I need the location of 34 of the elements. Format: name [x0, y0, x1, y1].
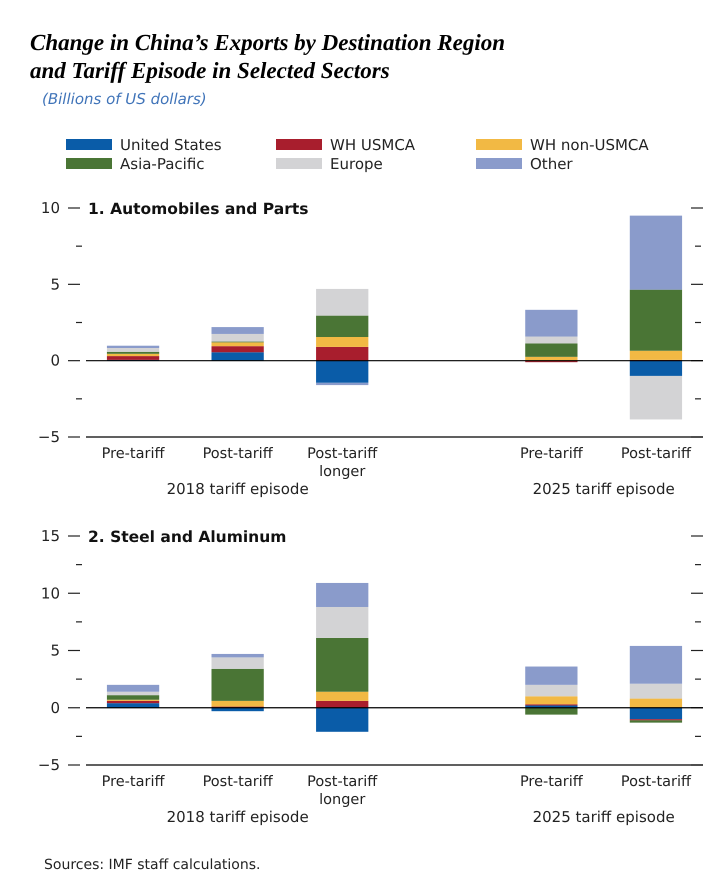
x-tick-label: Pre-tariff [102, 774, 166, 790]
chart-title: 2. Steel and Aluminum [88, 528, 286, 546]
x-tick-label: Post-tariff [202, 446, 274, 462]
text: 2025 tariff episode [532, 480, 675, 498]
x-tick-label: Post-tariff longer [307, 446, 378, 480]
text: (Billions of US dollars) [42, 90, 207, 108]
y-tick-label: −5 [38, 756, 60, 774]
chart-title: 1. Automobiles and Parts [88, 200, 308, 218]
x-tick-label: Post-tariff longer [307, 774, 378, 808]
y-tick-label: 5 [50, 275, 60, 294]
y-tick-label: −5 [38, 428, 60, 446]
legend-label: United States [120, 136, 222, 154]
y-tick-label: 10 [40, 199, 60, 217]
y-tick-label: 0 [50, 352, 60, 370]
x-tick-label: Post-tariff [620, 774, 692, 790]
text: 2018 tariff episode [166, 480, 309, 498]
legend-label: Other [530, 155, 574, 173]
y-tick-label: 5 [50, 642, 60, 660]
x-tick-label: Pre-tariff [520, 446, 584, 462]
legend-label: WH non-USMCA [530, 136, 650, 154]
x-tick-label: Post-tariff [202, 774, 274, 790]
legend-label: Asia-Pacific [120, 155, 205, 173]
y-tick-label: 0 [50, 698, 60, 717]
legend-label: WH USMCA [330, 136, 416, 154]
x-tick-label: Pre-tariff [102, 446, 166, 462]
legend-label: Europe [330, 155, 383, 173]
y-tick-label: 10 [40, 584, 60, 602]
text: 2025 tariff episode [532, 808, 675, 826]
text: Change in China’s Exports by Destination Region and Tariff Episode in Selected Sectors [30, 30, 506, 83]
source-note: Sources: IMF staff calculations. [44, 857, 260, 873]
y-tick-label: 15 [40, 527, 60, 545]
x-tick-label: Pre-tariff [520, 774, 584, 790]
x-tick-label: Post-tariff [620, 446, 692, 462]
text: 2018 tariff episode [166, 808, 309, 826]
